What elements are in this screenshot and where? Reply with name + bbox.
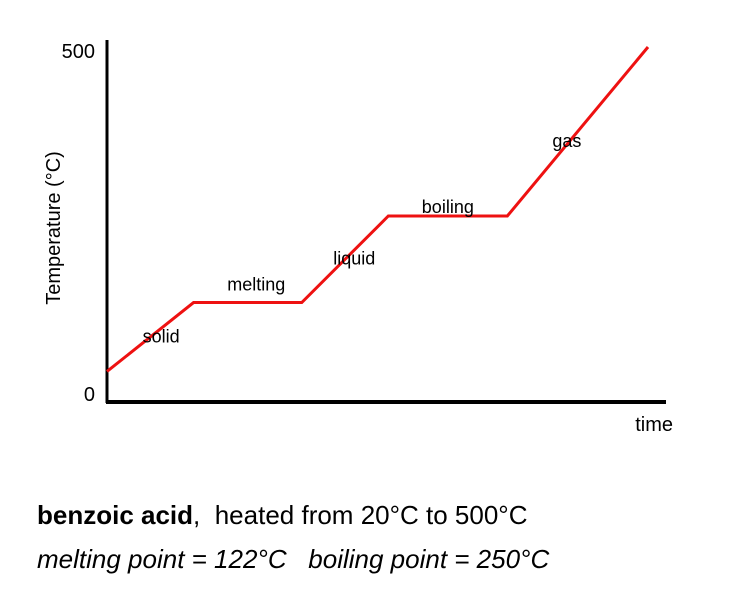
series-line-0 [106,46,650,373]
annotation-boiling: boiling [422,197,474,217]
annotation-solid: solid [143,326,180,346]
x-axis-label: time [635,414,673,436]
caption-line-2: melting point = 122°C boiling point = 25… [37,544,550,574]
caption-line-1: benzoic acid, heated from 20°C to 500°C [37,500,527,531]
caption-description: , heated from 20°C to 500°C [193,500,528,530]
substance-name: benzoic acid [37,500,194,530]
annotation-gas: gas [552,131,581,151]
y-tick-0: 0 [84,384,95,406]
y-tick-500: 500 [62,41,95,63]
annotation-melting: melting [227,274,285,294]
y-axis-label: Temperature (°C) [43,151,65,305]
annotation-liquid: liquid [333,249,375,269]
